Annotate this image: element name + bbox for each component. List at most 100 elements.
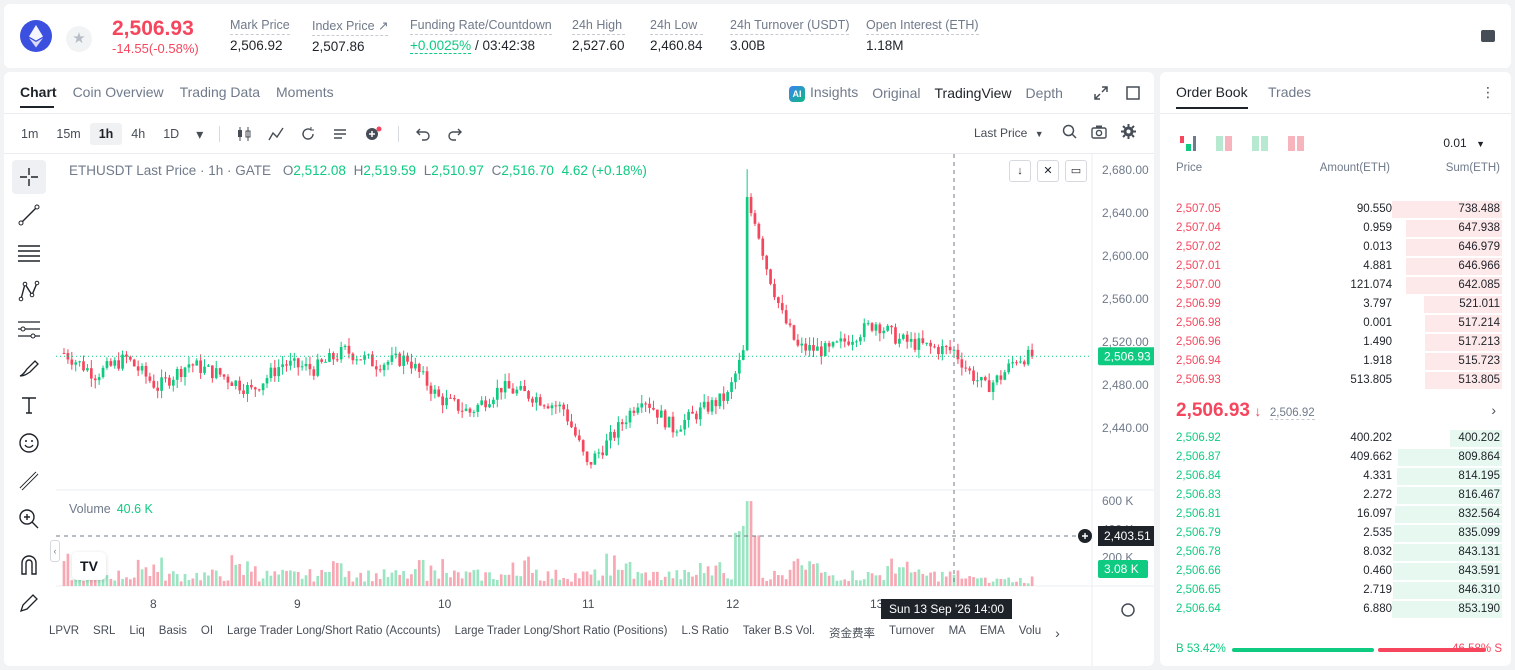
- tab-insights[interactable]: AI Insights: [789, 84, 858, 102]
- bid-row[interactable]: 2,506.83 2.272 816.467: [1176, 486, 1502, 505]
- book-icon[interactable]: [1481, 30, 1495, 42]
- tab-coin-overview[interactable]: Coin Overview: [72, 84, 164, 100]
- bid-row[interactable]: 2,506.64 6.880 853.190: [1176, 600, 1502, 619]
- timeframe-4h[interactable]: 4h: [131, 127, 146, 141]
- collapse-icon[interactable]: ✕: [1037, 160, 1059, 182]
- indicator-item[interactable]: Large Trader Long/Short Ratio (Accounts): [227, 625, 441, 637]
- indicator-item[interactable]: Large Trader Long/Short Ratio (Positions…: [454, 625, 668, 637]
- indicator-item[interactable]: Liq: [129, 625, 145, 637]
- more-options-icon[interactable]: ⋮: [1481, 84, 1495, 100]
- indicator-item[interactable]: OI: [200, 625, 214, 637]
- price-change: -14.55(-0.58%): [112, 41, 199, 56]
- undo-icon[interactable]: [415, 126, 431, 142]
- candle-body: [585, 451, 589, 462]
- tradingview-logo-icon[interactable]: TV: [72, 552, 106, 580]
- gear-icon[interactable]: [1121, 124, 1136, 139]
- window-icon[interactable]: [1126, 86, 1140, 100]
- ask-row[interactable]: 2,507.04 0.959 647.938: [1176, 219, 1502, 238]
- candle-body: [819, 346, 823, 357]
- text-tool-icon[interactable]: [12, 388, 46, 422]
- camera-icon[interactable]: [1091, 124, 1107, 139]
- tab-depth[interactable]: Depth: [1025, 85, 1063, 101]
- compare-icon[interactable]: [300, 126, 316, 142]
- indicator-item[interactable]: Basis: [158, 625, 187, 637]
- volume-bar: [218, 576, 222, 586]
- tab-original[interactable]: Original: [872, 85, 921, 101]
- ask-row[interactable]: 2,507.00 121.074 642.085: [1176, 276, 1502, 295]
- tab-moments[interactable]: Moments: [276, 84, 334, 100]
- asks-view-icon[interactable]: [1252, 136, 1268, 151]
- bid-row[interactable]: 2,506.65 2.719 846.310: [1176, 581, 1502, 600]
- bid-row[interactable]: 2,506.84 4.331 814.195: [1176, 467, 1502, 486]
- indicator-item[interactable]: Taker B.S Vol.: [742, 625, 815, 637]
- trend-line-tool-icon[interactable]: [12, 198, 46, 232]
- indicator-item[interactable]: EMA: [979, 625, 1005, 637]
- favorite-star-icon[interactable]: ★: [66, 26, 92, 52]
- ask-row[interactable]: 2,507.05 90.550 738.488: [1176, 200, 1502, 219]
- depth-view-icon[interactable]: [1288, 136, 1304, 151]
- ask-row[interactable]: 2,506.99 3.797 521.011: [1176, 295, 1502, 314]
- ask-row[interactable]: 2,506.93 513.805 513.805: [1176, 371, 1502, 390]
- reset-scale-icon[interactable]: ▭: [1065, 160, 1087, 182]
- price-type-select[interactable]: Last Price ▼: [974, 126, 1044, 140]
- indicator-item[interactable]: SRL: [93, 625, 116, 637]
- magnet-icon[interactable]: [12, 548, 46, 582]
- bids-view-icon[interactable]: [1216, 136, 1232, 151]
- prediction-tool-icon[interactable]: [12, 312, 46, 346]
- search-icon[interactable]: [1062, 124, 1077, 139]
- ask-row[interactable]: 2,507.02 0.013 646.979: [1176, 238, 1502, 257]
- timeframe-1m[interactable]: 1m: [21, 127, 39, 141]
- crosshair-tool-icon[interactable]: [12, 160, 46, 194]
- zoom-in-icon[interactable]: [12, 502, 46, 536]
- templates-icon[interactable]: [332, 126, 348, 142]
- tab-trading-data[interactable]: Trading Data: [179, 84, 261, 100]
- emoji-tool-icon[interactable]: [12, 426, 46, 460]
- timeframe-1h[interactable]: 1h: [89, 123, 123, 145]
- ask-row[interactable]: 2,507.01 4.881 646.966: [1176, 257, 1502, 276]
- indicator-item[interactable]: LPVR: [49, 625, 80, 637]
- timeframe-1d[interactable]: 1D: [163, 127, 180, 141]
- tab-tradingview[interactable]: TradingView: [934, 85, 1012, 101]
- indicator-item[interactable]: L.S Ratio: [681, 625, 729, 637]
- ask-row[interactable]: 2,506.96 1.490 517.213: [1176, 333, 1502, 352]
- scroll-down-icon[interactable]: ↓: [1009, 160, 1031, 182]
- precision-select[interactable]: 0.01 ▼: [1443, 136, 1485, 150]
- bid-row[interactable]: 2,506.81 16.097 832.564: [1176, 505, 1502, 524]
- tab-chart[interactable]: Chart: [20, 84, 57, 108]
- bid-row[interactable]: 2,506.92 400.202 400.202: [1176, 429, 1502, 448]
- ask-row[interactable]: 2,506.98 0.001 517.214: [1176, 314, 1502, 333]
- indicator-item[interactable]: Volu: [1018, 625, 1042, 637]
- pattern-tool-icon[interactable]: [12, 274, 46, 308]
- indicator-item[interactable]: Turnover: [888, 625, 935, 637]
- stat-index-price[interactable]: Index Price ↗ 2,507.86: [312, 19, 389, 54]
- candle-body: [835, 341, 839, 343]
- collapse-panel-icon[interactable]: ‹: [50, 540, 60, 562]
- volume-bar: [898, 567, 901, 586]
- redo-icon[interactable]: [447, 126, 463, 142]
- add-indicator-icon[interactable]: [364, 126, 382, 142]
- bid-row[interactable]: 2,506.79 2.535 835.099: [1176, 524, 1502, 543]
- axis-settings-icon[interactable]: [1121, 603, 1135, 617]
- timeframe-15m[interactable]: 15m: [56, 127, 81, 141]
- ruler-tool-icon[interactable]: [12, 464, 46, 498]
- brush-tool-icon[interactable]: [12, 350, 46, 384]
- fib-tool-icon[interactable]: [12, 236, 46, 270]
- chevron-right-icon[interactable]: ›: [1491, 402, 1496, 418]
- candle-type-icon[interactable]: [236, 126, 252, 142]
- tab-trades[interactable]: Trades: [1268, 84, 1312, 100]
- bid-row[interactable]: 2,506.87 409.662 809.864: [1176, 448, 1502, 467]
- sum-cell: 517.213: [1458, 336, 1500, 348]
- indicators-icon[interactable]: [268, 126, 284, 142]
- pencil-lock-icon[interactable]: [12, 586, 46, 620]
- ask-row[interactable]: 2,506.94 1.918 515.723: [1176, 352, 1502, 371]
- price-chart[interactable]: 2,680.00 2,640.00 2,600.00 2,560.00 2,520.00…: [56, 154, 1154, 666]
- indicator-item[interactable]: MA: [948, 625, 966, 637]
- bid-row[interactable]: 2,506.66 0.460 843.591: [1176, 562, 1502, 581]
- expand-icon[interactable]: [1094, 86, 1108, 100]
- timeframe-dropdown-icon[interactable]: ▾: [196, 125, 204, 142]
- indicator-item[interactable]: 资金费率: [828, 628, 875, 640]
- bid-row[interactable]: 2,506.78 8.032 843.131: [1176, 543, 1502, 562]
- both-sides-view-icon[interactable]: [1180, 136, 1196, 151]
- chevron-right-icon[interactable]: ›: [1055, 625, 1060, 641]
- tab-order-book[interactable]: Order Book: [1176, 84, 1248, 109]
